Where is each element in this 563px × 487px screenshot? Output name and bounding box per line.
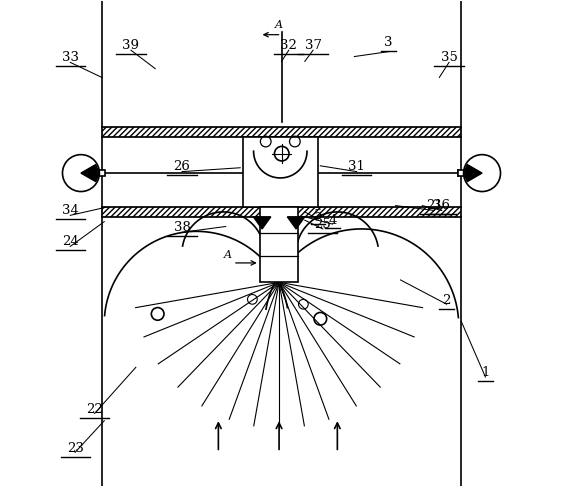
- Text: A: A: [275, 20, 283, 30]
- Bar: [243, 137, 318, 207]
- Text: 36: 36: [434, 199, 450, 212]
- Text: 21: 21: [426, 199, 443, 212]
- Text: 1: 1: [481, 367, 490, 379]
- Text: 22: 22: [86, 403, 103, 416]
- Text: 32: 32: [280, 38, 297, 52]
- Bar: [260, 207, 298, 282]
- Text: 35: 35: [441, 51, 458, 64]
- Text: 34: 34: [62, 204, 79, 217]
- Text: 24: 24: [62, 235, 79, 248]
- Text: 39: 39: [123, 38, 140, 52]
- Text: 3: 3: [384, 36, 392, 49]
- Text: 25: 25: [314, 218, 331, 231]
- Text: 4: 4: [328, 213, 337, 226]
- Text: 33: 33: [62, 51, 79, 64]
- Text: 31: 31: [348, 160, 365, 173]
- Polygon shape: [465, 165, 482, 182]
- Text: 2: 2: [443, 294, 451, 307]
- Text: 5: 5: [314, 208, 322, 222]
- Text: 38: 38: [173, 221, 190, 234]
- Text: 23: 23: [66, 442, 83, 455]
- Text: 37: 37: [305, 38, 321, 52]
- Text: 26: 26: [173, 160, 190, 173]
- Polygon shape: [253, 217, 271, 229]
- Polygon shape: [81, 165, 98, 182]
- Bar: [458, 170, 464, 176]
- Polygon shape: [287, 217, 305, 229]
- Bar: [99, 170, 105, 176]
- Text: A: A: [224, 250, 232, 261]
